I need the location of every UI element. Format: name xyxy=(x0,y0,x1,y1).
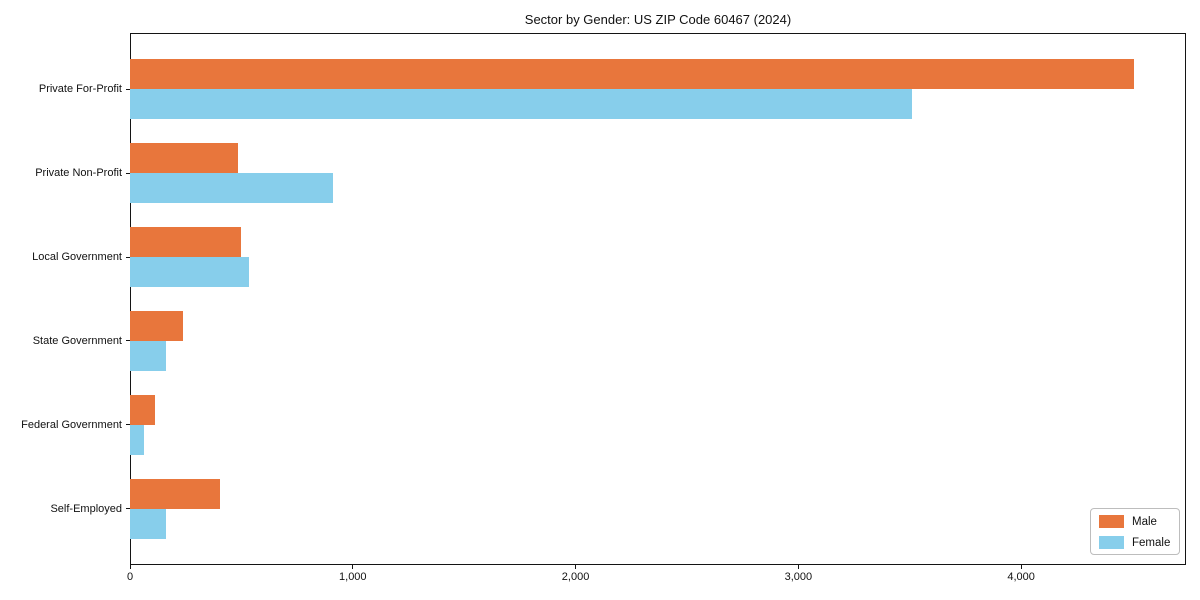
legend-label-male: Male xyxy=(1132,515,1157,528)
bar-male-2 xyxy=(130,227,242,258)
x-tick-3 xyxy=(797,565,799,569)
category-label-5: Self-Employed xyxy=(50,502,122,515)
y-tick-1 xyxy=(126,172,130,174)
category-label-2: Local Government xyxy=(32,251,122,264)
bar-male-4 xyxy=(130,394,156,425)
bar-female-5 xyxy=(130,508,167,539)
category-label-4: Federal Government xyxy=(21,418,122,431)
x-tick-0 xyxy=(129,565,131,569)
female-color-swatch xyxy=(1099,536,1124,549)
category-label-0: Private For-Profit xyxy=(38,83,122,96)
male-color-swatch xyxy=(1099,515,1124,528)
y-tick-5 xyxy=(126,508,130,510)
bar-male-3 xyxy=(130,310,183,341)
chart-title: Sector by Gender: US ZIP Code 60467 (202… xyxy=(524,12,792,27)
bar-male-5 xyxy=(130,478,221,509)
bar-male-1 xyxy=(130,143,239,174)
bar-female-0 xyxy=(130,89,912,120)
y-tick-4 xyxy=(126,424,130,426)
x-tick-label-2: 2,000 xyxy=(561,571,590,583)
x-tick-label-4: 4,000 xyxy=(1007,571,1035,583)
x-tick-1 xyxy=(352,565,354,569)
x-tick-label-0: 0 xyxy=(126,571,134,583)
x-tick-label-3: 3,000 xyxy=(784,571,813,583)
plot-area xyxy=(130,33,1186,565)
legend-item-male: Male xyxy=(1099,515,1171,528)
bar-female-3 xyxy=(130,340,166,371)
bar-female-4 xyxy=(130,424,145,455)
x-tick-4 xyxy=(1020,565,1022,569)
x-tick-2 xyxy=(575,565,577,569)
y-tick-2 xyxy=(126,256,130,258)
bar-female-1 xyxy=(130,173,333,204)
bar-male-0 xyxy=(130,59,1135,90)
legend-label-female: Female xyxy=(1132,536,1171,549)
y-tick-3 xyxy=(126,340,130,342)
category-label-3: State Government xyxy=(32,334,122,347)
bar-female-2 xyxy=(130,257,250,288)
y-tick-0 xyxy=(126,88,130,90)
legend: Male Female xyxy=(1090,508,1180,555)
legend-item-female: Female xyxy=(1099,536,1171,549)
x-tick-label-1: 1,000 xyxy=(339,571,367,583)
category-label-1: Private Non-Profit xyxy=(35,167,122,180)
